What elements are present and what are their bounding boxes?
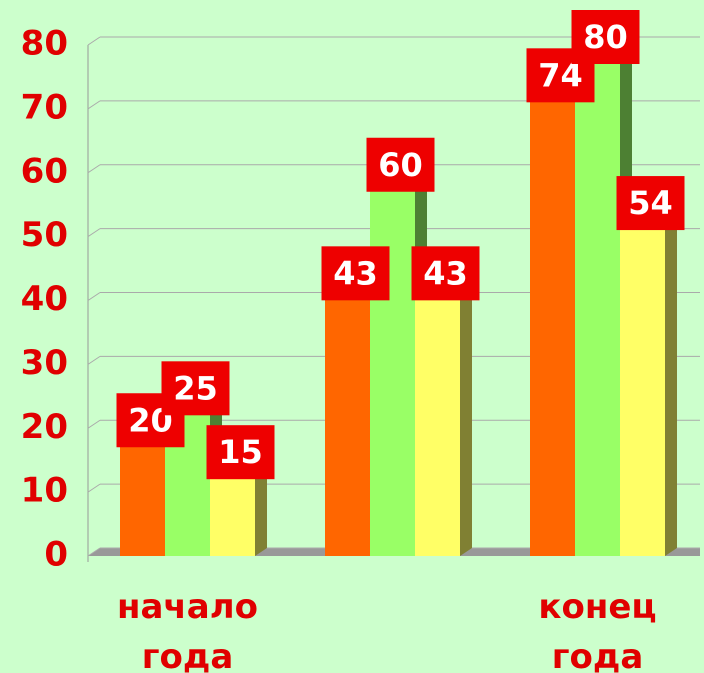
grid-line bbox=[87, 419, 101, 429]
grid-line bbox=[87, 483, 101, 493]
bar bbox=[370, 172, 415, 556]
bar bbox=[620, 211, 665, 556]
value-label-box bbox=[366, 137, 435, 192]
value-label-box bbox=[411, 246, 480, 301]
grid-line bbox=[87, 547, 101, 557]
value-label: 25 bbox=[173, 369, 218, 407]
y-tick-label: 40 bbox=[21, 279, 68, 319]
grid-line bbox=[87, 355, 101, 365]
grid-line bbox=[87, 228, 101, 238]
x-tick-label: конец года bbox=[538, 587, 657, 673]
grid-line bbox=[87, 100, 101, 110]
grid-line bbox=[87, 36, 101, 46]
bar bbox=[415, 281, 460, 556]
y-tick-label: 70 bbox=[21, 87, 68, 127]
bar bbox=[530, 83, 575, 556]
y-tick-label: 50 bbox=[21, 215, 68, 255]
bar-side bbox=[665, 203, 677, 556]
y-tick-label: 30 bbox=[21, 343, 68, 383]
y-tick-label: 10 bbox=[21, 471, 68, 511]
value-label: 43 bbox=[423, 254, 468, 292]
y-tick-label: 20 bbox=[21, 407, 68, 447]
y-tick-label: 80 bbox=[21, 24, 68, 64]
value-label: 60 bbox=[378, 146, 423, 184]
bar-side bbox=[460, 273, 472, 556]
bar bbox=[325, 281, 370, 556]
value-label: 80 bbox=[583, 18, 628, 56]
value-label: 15 bbox=[218, 433, 263, 471]
bar bbox=[575, 45, 620, 556]
x-tick-label: начало года bbox=[117, 587, 258, 673]
y-tick-label: 60 bbox=[21, 151, 68, 191]
value-label-box bbox=[616, 176, 685, 231]
value-label: 43 bbox=[333, 254, 378, 292]
grid-line bbox=[87, 292, 101, 301]
value-label-box bbox=[206, 425, 275, 480]
value-label-box bbox=[321, 246, 390, 301]
value-label-box bbox=[571, 10, 640, 64]
value-label: 54 bbox=[628, 184, 673, 222]
y-tick-label: 0 bbox=[44, 535, 68, 575]
bar bbox=[120, 428, 165, 556]
value-label-box bbox=[161, 361, 230, 416]
grid-line bbox=[87, 164, 101, 174]
